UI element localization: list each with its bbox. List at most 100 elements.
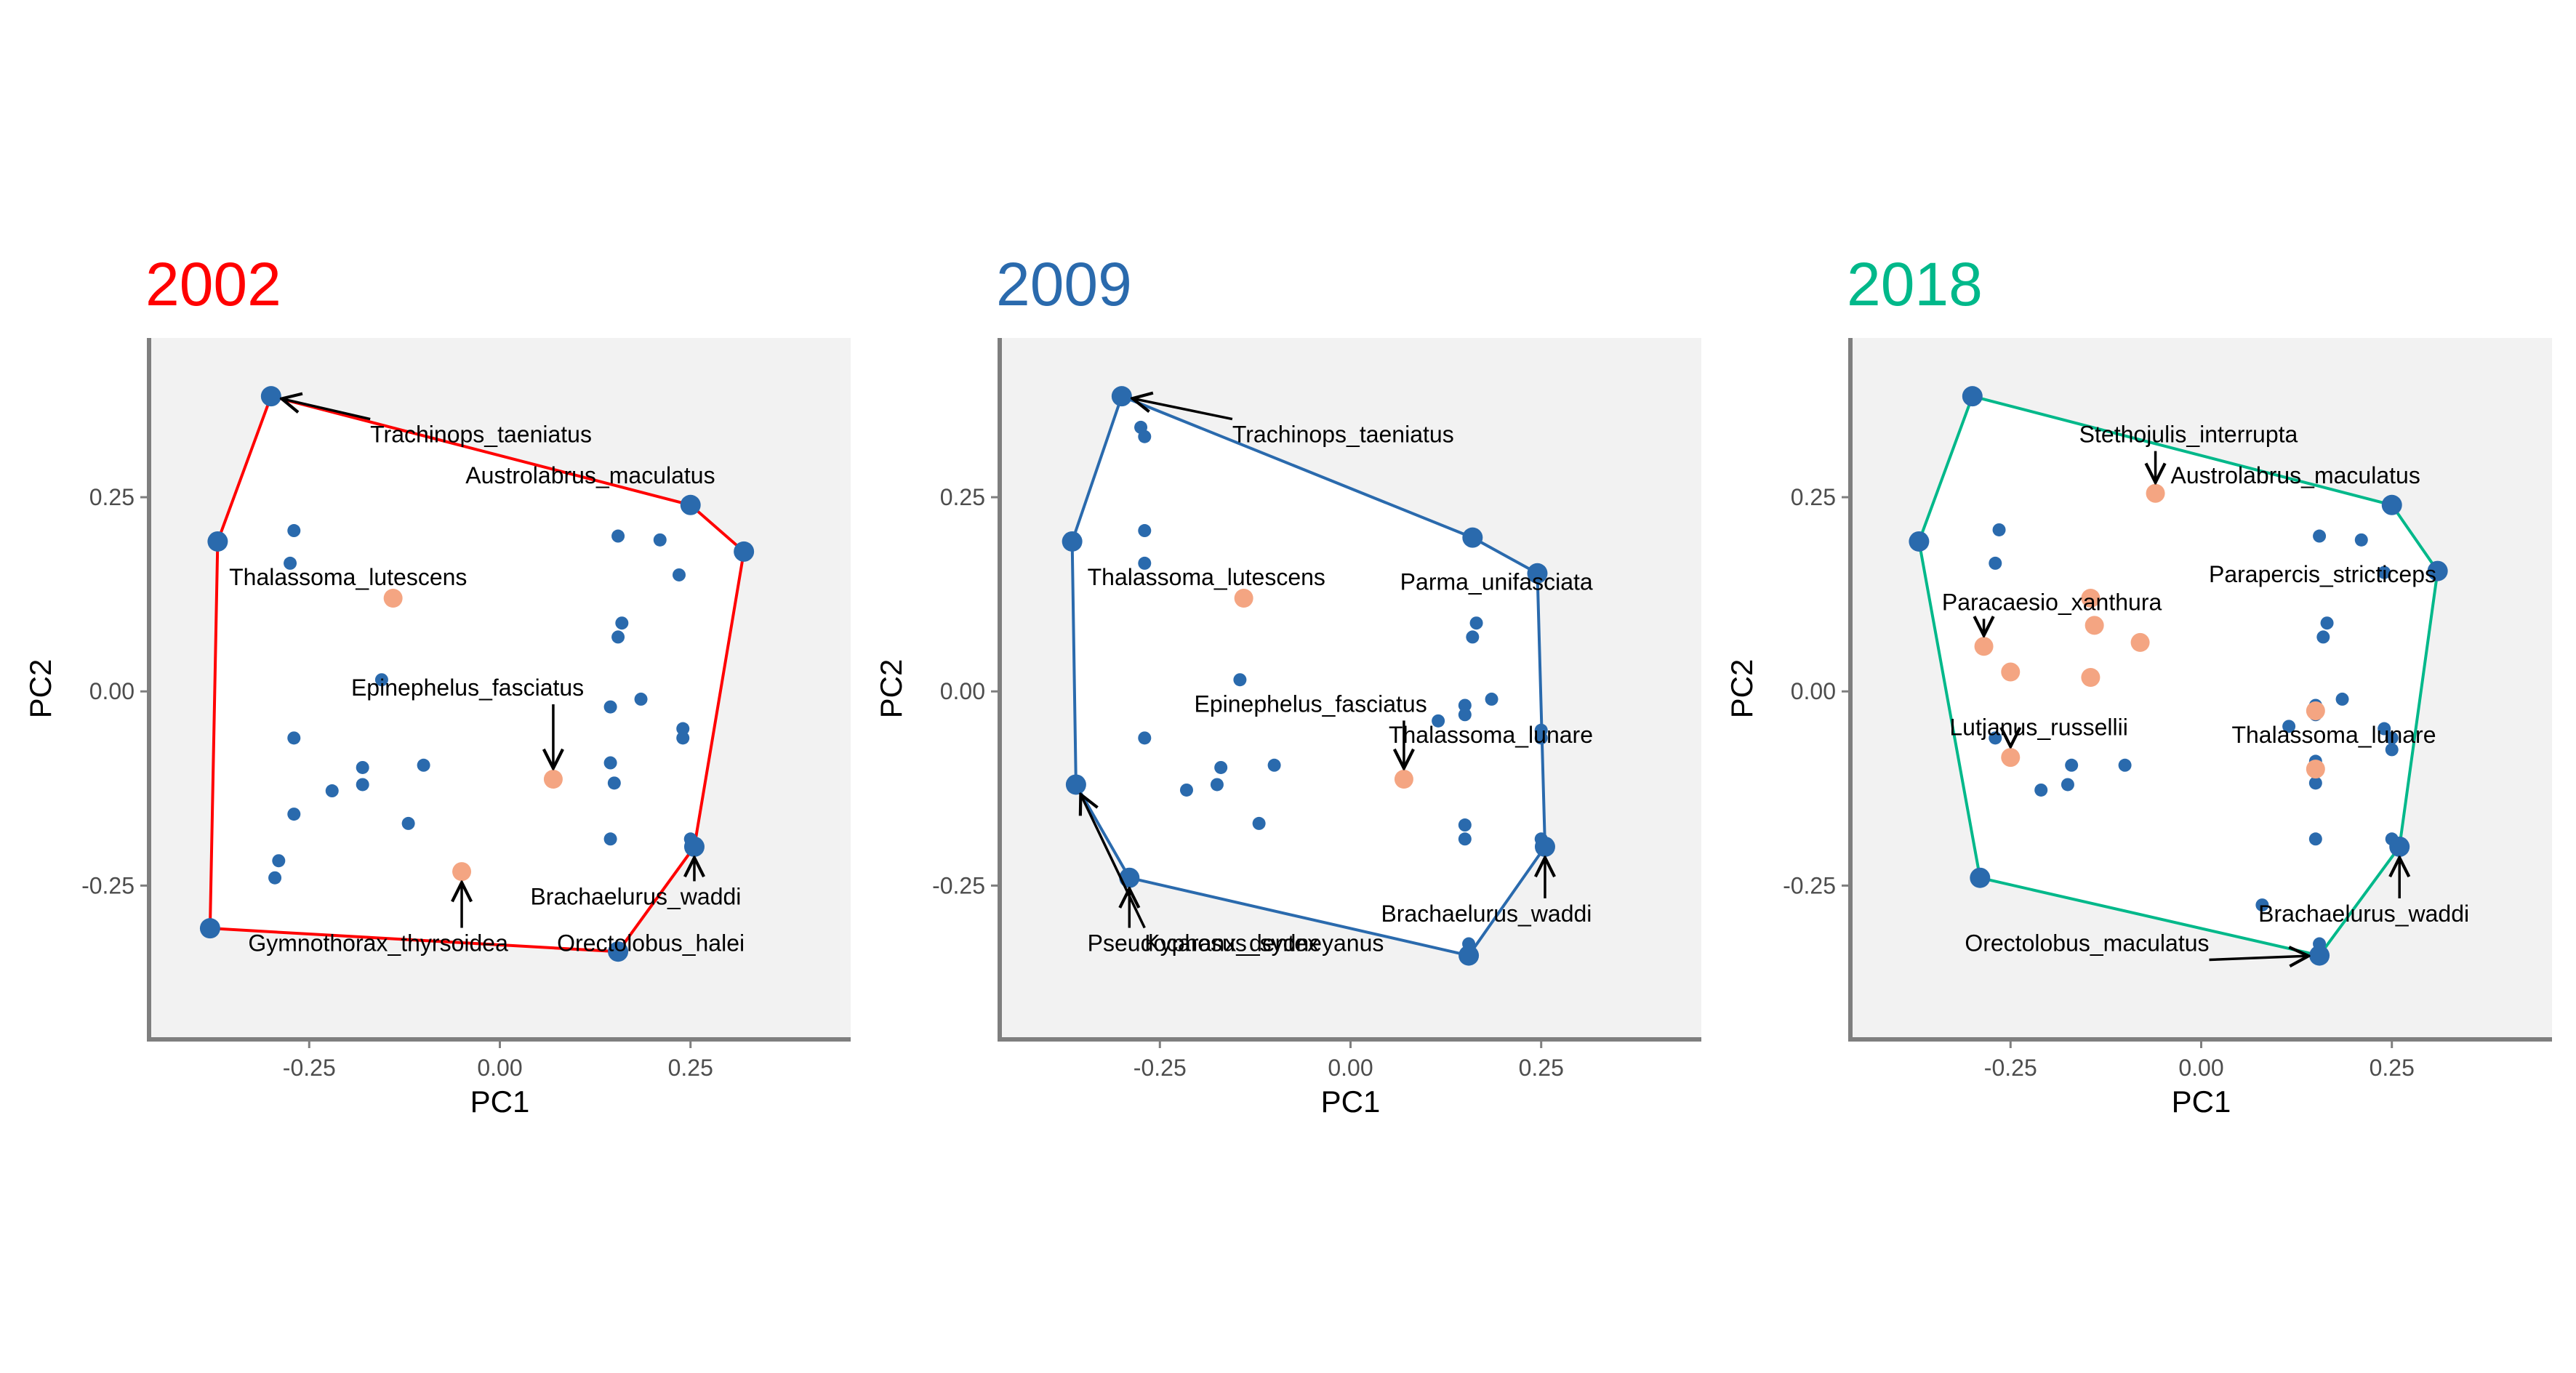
- data-point-blue: [1233, 673, 1247, 687]
- point-annotation: Pseudocaranx_dentex: [1088, 930, 1319, 957]
- hull-vertex-point: [1970, 867, 1991, 888]
- point-annotation: Parma_unifasciata: [1400, 569, 1593, 595]
- annotation-arrow: [2209, 956, 2309, 959]
- point-annotation: Brachaelurus_waddi: [530, 883, 741, 909]
- y-tick-label: 0.00: [89, 678, 135, 704]
- data-point-salmon: [2306, 760, 2325, 779]
- x-tick-label: 0.25: [2370, 1055, 2415, 1081]
- data-point-blue: [2385, 731, 2399, 745]
- data-point-blue: [603, 832, 617, 846]
- data-point-blue: [1458, 708, 1472, 722]
- data-point-blue: [272, 854, 286, 868]
- data-point-salmon: [2001, 662, 2021, 682]
- data-point-blue: [325, 784, 339, 798]
- data-point-blue: [1267, 758, 1281, 772]
- point-annotation: Orectolobus_halei: [557, 930, 745, 957]
- point-annotation: Trachinops_taeniatus: [1232, 422, 1454, 448]
- data-point-blue: [634, 692, 648, 706]
- data-point-blue: [1992, 523, 2006, 536]
- data-point-blue: [611, 529, 625, 543]
- y-axis-label: PC2: [1725, 659, 1759, 719]
- x-axis-label: PC1: [470, 1084, 530, 1119]
- hull-vertex-point: [1119, 867, 1140, 888]
- x-axis-label: PC1: [2172, 1084, 2231, 1119]
- data-point-blue: [611, 630, 625, 644]
- data-point-blue: [287, 808, 301, 821]
- hull-outline: [1917, 395, 2439, 957]
- data-point-salmon: [2130, 632, 2150, 652]
- data-point-blue: [1469, 616, 1483, 630]
- hull-vertex-point: [2381, 494, 2402, 515]
- y-tick-label: -0.25: [81, 872, 135, 898]
- data-point-blue: [2065, 758, 2079, 772]
- point-annotation: Gymnothorax_thyrsoidea: [248, 930, 508, 957]
- y-axis-label: PC2: [874, 659, 908, 719]
- data-point-blue: [672, 568, 686, 581]
- point-annotation: Brachaelurus_waddi: [1381, 901, 1592, 927]
- data-point-blue: [2308, 832, 2322, 846]
- hull-fill: [209, 396, 745, 952]
- point-annotation: Kyphosus_sydneyanus: [1144, 930, 1384, 957]
- hull-vertex-point: [1458, 945, 1480, 966]
- point-annotation: Austrolabrus_maculatus: [465, 462, 715, 488]
- data-point-blue: [1210, 778, 1224, 792]
- hull-vertex-point: [734, 541, 755, 562]
- hull-vertex-point: [1909, 531, 1930, 552]
- point-annotation: Thalassoma_lunare: [1389, 722, 1593, 748]
- data-point-blue: [2320, 616, 2334, 630]
- data-point-blue: [287, 731, 301, 745]
- x-tick-label: 0.00: [477, 1055, 522, 1081]
- x-axis-label: PC1: [1321, 1084, 1381, 1119]
- panel-title: 2018: [1847, 250, 1983, 318]
- data-point-salmon: [2081, 668, 2100, 688]
- x-tick-label: -0.25: [1984, 1055, 2037, 1081]
- y-tick-label: 0.25: [89, 484, 135, 510]
- data-point-blue: [1138, 556, 1152, 570]
- data-point-blue: [2378, 722, 2391, 736]
- data-point-blue: [1534, 731, 1548, 745]
- data-point-blue: [2118, 758, 2132, 772]
- data-point-blue: [2385, 743, 2399, 757]
- data-point-blue: [1138, 731, 1152, 745]
- data-point-blue: [2313, 529, 2327, 543]
- panel-2002: -0.25 0.00 0.25 -0.25 0.00 0.25 PC1 PC2 2002 Trac…: [23, 250, 851, 1119]
- data-point-blue: [1138, 524, 1152, 538]
- data-point-blue: [2354, 533, 2368, 547]
- data-point-blue: [1252, 816, 1266, 830]
- y-tick-label: -0.25: [932, 872, 985, 898]
- point-annotation: Stethojulis_interrupta: [2079, 422, 2298, 448]
- hull-outline: [208, 395, 746, 954]
- point-annotation: Thalassoma_lutescens: [1088, 564, 1325, 590]
- data-point-salmon: [1234, 589, 1253, 608]
- data-point-blue: [676, 722, 690, 736]
- panel-2018: -0.25 0.00 0.25 -0.25 0.00 0.25 PC1 PC2 2018 Stet…: [1725, 250, 2552, 1119]
- data-point-blue: [1989, 731, 2002, 745]
- data-point-blue: [2061, 778, 2074, 792]
- data-point-blue: [401, 816, 415, 830]
- point-annotation: Orectolobus_maculatus: [1965, 930, 2209, 957]
- data-point-blue: [603, 700, 617, 714]
- hull-vertex-point: [1065, 774, 1086, 795]
- data-point-blue: [356, 760, 369, 774]
- data-point-blue: [268, 871, 282, 885]
- data-point-blue: [1466, 630, 1480, 644]
- point-annotation: Thalassoma_lutescens: [229, 564, 467, 590]
- data-point-blue: [653, 533, 667, 547]
- hull-vertex-point: [2389, 836, 2410, 857]
- data-point-blue: [1458, 818, 1472, 832]
- hull-vertex-point: [1062, 531, 1083, 552]
- hull-vertex-point: [683, 836, 705, 857]
- y-tick-label: 0.25: [1791, 484, 1836, 510]
- data-point-blue: [374, 673, 388, 687]
- data-point-blue: [2255, 898, 2269, 912]
- data-point-salmon: [1974, 637, 1994, 656]
- annotation-arrow: [1133, 398, 1233, 421]
- data-point-blue: [1458, 698, 1472, 712]
- panel-title: 2002: [145, 250, 281, 318]
- data-point-blue: [607, 776, 621, 790]
- data-point-blue: [2282, 720, 2296, 733]
- point-annotation: Epinephelus_fasciatus: [1194, 690, 1427, 717]
- hull-vertex-point: [1534, 836, 1555, 857]
- x-tick-label: 0.00: [2178, 1055, 2223, 1081]
